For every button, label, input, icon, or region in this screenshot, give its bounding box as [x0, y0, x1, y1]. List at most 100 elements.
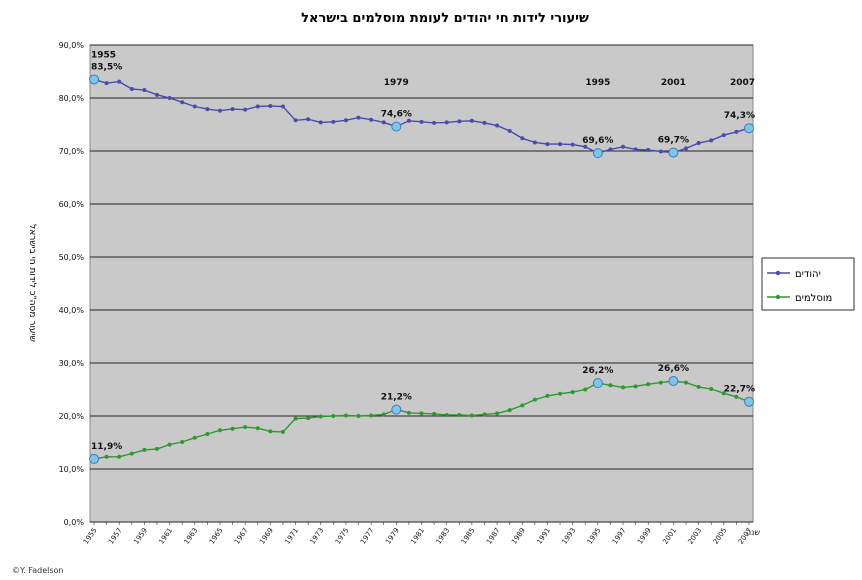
x-tick-label: 1973	[309, 527, 326, 546]
data-point	[205, 432, 210, 437]
data-point	[520, 403, 525, 408]
data-point	[696, 141, 701, 146]
highlight-point	[89, 74, 99, 85]
data-point	[495, 411, 500, 416]
highlight-point	[744, 396, 754, 407]
data-label: 26,2%	[582, 366, 613, 376]
year-label: 1979	[384, 78, 409, 88]
data-label: 22,7%	[724, 385, 755, 395]
data-point	[406, 410, 411, 415]
highlight-point	[668, 147, 679, 158]
series	[92, 77, 751, 461]
data-point	[734, 129, 739, 134]
data-point	[495, 123, 500, 128]
data-point	[570, 142, 575, 147]
gridlines	[90, 44, 753, 523]
legend-marker-muslims	[775, 294, 781, 300]
x-tick-label: 1975	[334, 527, 351, 546]
data-point	[142, 88, 147, 93]
data-point	[520, 136, 525, 141]
data-point	[217, 428, 222, 433]
annotations: 83,5% 1955 74,6% 1979 69,6% 1995 69,7% 2001 74,3…	[89, 50, 755, 464]
legend-marker-jews	[775, 270, 781, 276]
data-point	[104, 454, 109, 459]
data-point	[243, 425, 248, 430]
data-point	[709, 138, 714, 143]
y-tick-label: 30,0%	[59, 359, 85, 368]
x-tick-label: 1983	[435, 527, 452, 546]
data-point	[658, 380, 663, 385]
data-point	[369, 413, 374, 418]
data-point	[608, 147, 613, 152]
data-point	[293, 118, 298, 123]
x-tick-label: 2003	[686, 527, 703, 546]
data-point	[280, 104, 285, 109]
data-point	[255, 426, 260, 431]
y-tick-label: 40,0%	[59, 306, 85, 315]
x-tick-label: 1991	[535, 527, 552, 546]
data-point	[621, 144, 626, 149]
y-tick-label: 0,0%	[64, 518, 85, 527]
data-point	[646, 147, 651, 152]
x-tick-label: 1965	[208, 527, 225, 546]
data-point	[117, 454, 122, 459]
data-point	[444, 120, 449, 125]
data-label: 74,3%	[724, 111, 755, 121]
x-tick-label: 1957	[107, 527, 124, 546]
data-point	[482, 412, 487, 417]
highlight-point	[391, 404, 402, 415]
data-point	[419, 119, 424, 124]
x-axis-label: שנה	[746, 528, 760, 537]
x-tick-label: 1963	[183, 527, 200, 546]
data-point	[268, 103, 273, 108]
highlight-point	[592, 378, 603, 389]
data-point	[129, 86, 134, 91]
x-tick-label: 1985	[460, 527, 477, 546]
y-tick-label: 10,0%	[59, 465, 85, 474]
data-point	[381, 120, 386, 125]
data-point	[432, 120, 437, 125]
y-axis-label: שיעור מסה"כ לידות חי בישראל	[27, 224, 37, 342]
data-point	[734, 394, 739, 399]
data-point	[545, 142, 550, 147]
x-tick-label: 1997	[611, 527, 628, 546]
data-point	[721, 391, 726, 396]
data-point	[192, 435, 197, 440]
data-point	[318, 414, 323, 419]
data-point	[154, 446, 159, 451]
data-point	[469, 118, 474, 123]
data-point	[331, 119, 336, 124]
data-point	[167, 96, 172, 100]
year-label: 2007	[730, 78, 755, 88]
y-tick-label: 20,0%	[59, 412, 85, 421]
highlight-point	[391, 121, 402, 132]
data-point	[482, 120, 487, 125]
legend-box	[761, 257, 855, 311]
data-point	[104, 81, 109, 86]
data-label: 83,5%	[91, 62, 122, 72]
credit-text: ©Y. Fadelson	[12, 566, 63, 575]
x-tick-label: 2005	[712, 527, 729, 546]
data-label: 21,2%	[381, 393, 412, 403]
data-point	[205, 107, 210, 112]
data-point	[558, 142, 563, 147]
data-point	[381, 412, 386, 417]
data-point	[243, 107, 248, 112]
data-point	[129, 451, 134, 456]
data-point	[369, 117, 374, 122]
highlight-point	[668, 376, 679, 387]
x-tick-label: 1977	[359, 527, 376, 546]
data-point	[633, 147, 638, 152]
x-tick-label: 1971	[283, 527, 300, 546]
data-point	[608, 383, 613, 388]
data-point	[268, 429, 273, 434]
data-point	[696, 384, 701, 389]
year-label: 2001	[661, 78, 686, 88]
data-point	[507, 128, 512, 133]
x-axis-ticks: 1955 1957 1959 1961 1963 1965 1967 1969 1971 1973…	[82, 522, 754, 546]
data-point	[406, 118, 411, 123]
data-point	[646, 382, 651, 387]
legend-label-muslims: מוסלמים	[795, 293, 832, 304]
data-label: 26,6%	[658, 364, 689, 374]
x-tick-label: 2001	[661, 527, 678, 546]
